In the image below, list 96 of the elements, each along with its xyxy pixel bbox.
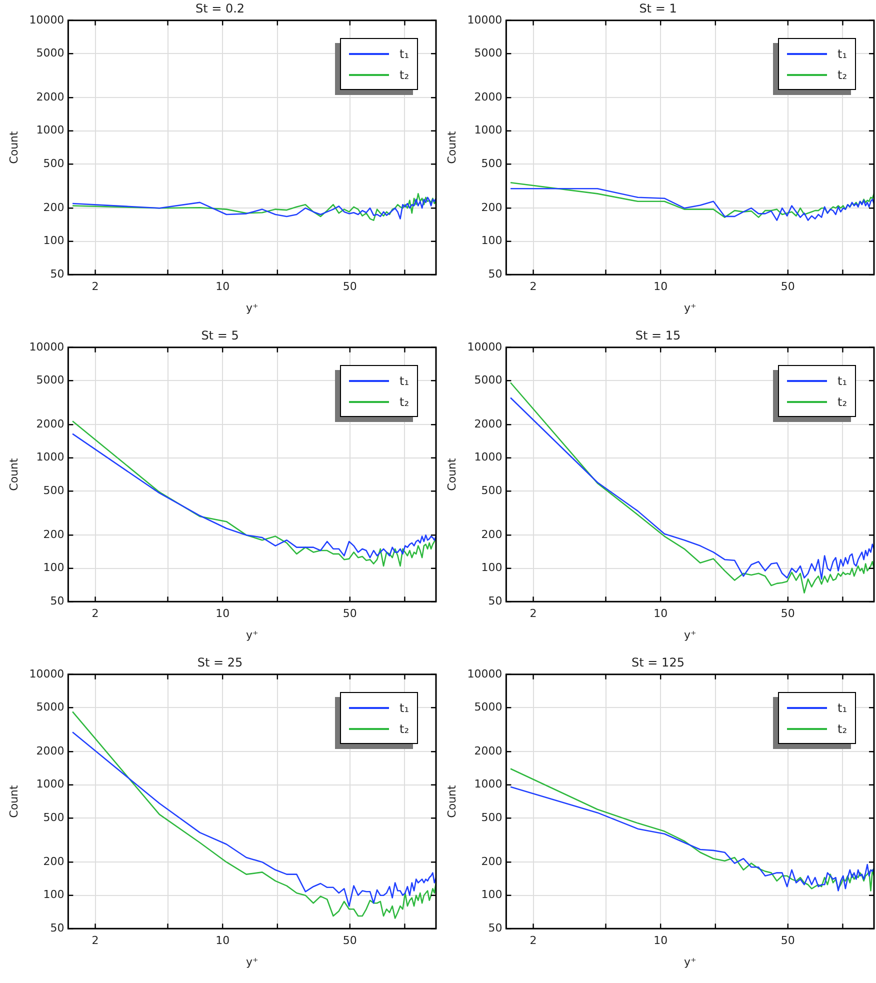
- chart-title: St = 5: [201, 328, 239, 342]
- y-axis-title: Count: [445, 457, 458, 491]
- x-tick-label: 2: [530, 934, 537, 948]
- y-tick-label: 1000: [474, 778, 502, 791]
- x-axis-title: y⁺: [246, 955, 258, 968]
- y-tick-label: 100: [43, 561, 64, 574]
- y-tick-label: 1000: [36, 778, 64, 791]
- y-tick-label: 5000: [36, 374, 64, 387]
- y-tick-label: 100: [481, 234, 502, 248]
- y-tick-label: 500: [481, 810, 502, 824]
- y-axis-title: Count: [7, 784, 20, 818]
- y-axis-title: Count: [7, 457, 20, 491]
- y-tick-label: 50: [50, 921, 64, 934]
- y-tick-label: 1000: [36, 124, 64, 137]
- x-tick-label: 10: [216, 607, 230, 620]
- y-tick-label: 5000: [36, 700, 64, 714]
- y-tick-label: 10000: [467, 13, 502, 26]
- y-tick-label: 500: [481, 484, 502, 497]
- y-tick-label: 200: [43, 200, 64, 214]
- legend-label: t₁: [399, 46, 409, 61]
- legend-label: t₂: [837, 394, 847, 409]
- y-tick-label: 2000: [36, 90, 64, 104]
- x-tick-label: 50: [780, 280, 795, 294]
- x-tick-label: 50: [342, 934, 357, 948]
- y-tick-label: 50: [50, 594, 64, 608]
- legend-label: t₂: [399, 394, 409, 409]
- y-tick-label: 100: [43, 888, 64, 902]
- x-tick-label: 2: [92, 280, 99, 294]
- y-tick-label: 10000: [29, 667, 64, 680]
- y-tick-label: 200: [481, 200, 502, 214]
- x-tick-label: 2: [530, 280, 537, 294]
- y-tick-label: 1000: [474, 124, 502, 137]
- x-tick-label: 2: [530, 607, 537, 620]
- y-tick-label: 10000: [29, 13, 64, 26]
- x-tick-label: 2: [92, 607, 99, 620]
- y-tick-label: 5000: [36, 46, 64, 60]
- y-tick-label: 2000: [36, 744, 64, 758]
- legend-label: t₁: [399, 700, 409, 715]
- y-tick-label: 1000: [474, 450, 502, 464]
- x-tick-label: 10: [216, 280, 230, 294]
- y-tick-label: 200: [481, 854, 502, 868]
- x-axis-title: y⁺: [246, 301, 258, 314]
- chart-title: St = 1: [639, 1, 677, 16]
- chart-title: St = 25: [197, 655, 243, 670]
- y-tick-label: 5000: [474, 700, 502, 714]
- legend-label: t₂: [837, 722, 847, 736]
- legend-label: t₁: [837, 700, 847, 715]
- y-tick-label: 200: [43, 854, 64, 868]
- legend-label: t₁: [399, 374, 409, 388]
- y-tick-label: 10000: [467, 340, 502, 354]
- y-tick-label: 2000: [36, 417, 64, 430]
- x-tick-label: 2: [92, 934, 99, 948]
- x-tick-label: 10: [654, 934, 668, 948]
- chart-title: St = 125: [632, 655, 684, 670]
- y-tick-label: 2000: [474, 744, 502, 758]
- legend-label: t₂: [399, 722, 409, 736]
- legend-label: t₂: [399, 68, 409, 82]
- x-tick-label: 50: [780, 607, 795, 620]
- y-tick-label: 10000: [467, 667, 502, 680]
- legend-label: t₁: [837, 46, 847, 61]
- y-tick-label: 500: [481, 156, 502, 170]
- y-tick-label: 2000: [474, 417, 502, 430]
- y-tick-label: 500: [43, 484, 64, 497]
- y-tick-label: 100: [481, 888, 502, 902]
- x-axis-title: y⁺: [246, 628, 258, 642]
- y-tick-label: 5000: [474, 46, 502, 60]
- y-tick-label: 50: [488, 921, 502, 934]
- y-tick-label: 50: [488, 267, 502, 280]
- x-tick-label: 10: [654, 607, 668, 620]
- y-axis-title: Count: [445, 784, 458, 818]
- legend-label: t₁: [837, 374, 847, 388]
- y-tick-label: 50: [488, 594, 502, 608]
- y-tick-label: 5000: [474, 374, 502, 387]
- x-tick-label: 10: [216, 934, 230, 948]
- y-tick-label: 50: [50, 267, 64, 280]
- y-tick-label: 200: [481, 528, 502, 541]
- y-axis-title: Count: [445, 130, 458, 164]
- y-tick-label: 1000: [36, 450, 64, 464]
- y-tick-label: 100: [43, 234, 64, 248]
- y-tick-label: 200: [43, 528, 64, 541]
- legend-label: t₂: [837, 68, 847, 82]
- y-tick-label: 500: [43, 810, 64, 824]
- x-axis-title: y⁺: [684, 955, 696, 968]
- x-tick-label: 50: [780, 934, 795, 948]
- x-tick-label: 50: [342, 607, 357, 620]
- chart-title: St = 15: [635, 328, 681, 342]
- x-axis-title: y⁺: [684, 301, 696, 314]
- y-tick-label: 100: [481, 561, 502, 574]
- chart-title: St = 0.2: [195, 1, 245, 16]
- y-tick-label: 500: [43, 156, 64, 170]
- x-tick-label: 50: [342, 280, 357, 294]
- x-tick-label: 10: [654, 280, 668, 294]
- x-axis-title: y⁺: [684, 628, 696, 642]
- y-tick-label: 2000: [474, 90, 502, 104]
- y-tick-label: 10000: [29, 340, 64, 354]
- y-axis-title: Count: [7, 130, 20, 164]
